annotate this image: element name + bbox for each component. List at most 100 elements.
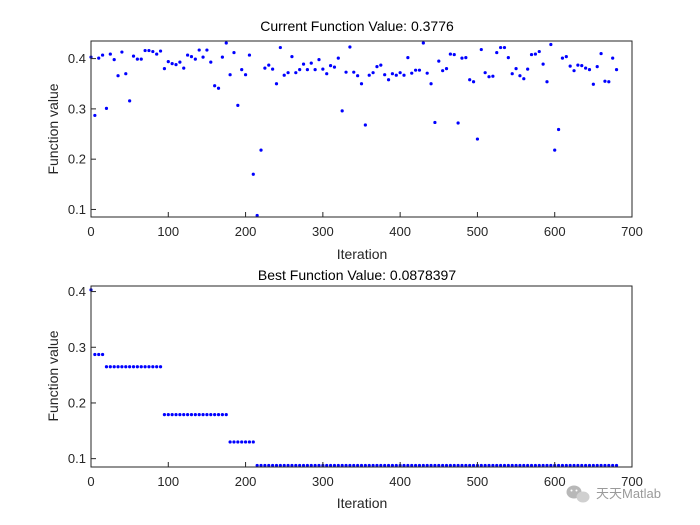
data-point [580,463,584,468]
data-point [537,463,541,468]
data-point [216,413,221,417]
data-point [464,463,468,468]
best-value-plot: Best Function Value: 0.0878397 0 100 200 30… [45,267,643,511]
data-point [491,463,495,468]
data-point [452,463,456,468]
data-point [479,463,483,468]
data-point [479,47,483,52]
data-point [178,413,182,417]
data-point [131,54,136,58]
data-point [414,463,418,468]
data-point [390,72,395,76]
data-point [267,463,271,468]
data-point [383,73,387,77]
data-point [286,463,290,468]
data-point [363,463,367,468]
data-point [448,463,452,468]
data-point [611,463,615,468]
data-point [100,53,105,57]
data-point [267,63,271,67]
data-point [112,365,116,369]
data-point [599,51,603,56]
data-point [155,52,159,56]
data-point [386,78,391,82]
data-point [158,365,163,369]
x-tick-label: 700 [621,224,643,239]
data-point [603,79,607,83]
data-point [301,62,306,66]
data-point [367,73,371,77]
data-point [282,463,286,468]
data-point [178,60,182,64]
data-point [425,463,429,468]
data-point [545,463,549,468]
data-point [356,463,360,468]
series-markers [89,41,619,218]
data-point [541,463,545,468]
data-point [162,413,167,417]
data-point [209,60,213,64]
data-point [587,68,592,72]
data-point [236,103,240,107]
axes-box [90,285,633,468]
data-point [352,463,356,468]
data-point [201,55,205,59]
data-point [112,58,116,62]
data-point [356,74,360,78]
data-point [298,68,302,72]
x-tick-label: 400 [389,474,411,489]
data-point [224,413,228,417]
data-point [120,50,124,54]
data-point [301,463,306,468]
data-point [271,67,275,71]
data-point [100,352,105,357]
data-point [182,66,186,70]
data-point [344,463,348,468]
data-point [182,413,186,417]
data-point [491,74,495,78]
data-point [104,365,109,369]
data-point [143,48,147,53]
data-point [317,463,321,468]
data-point [213,413,217,417]
data-point [143,365,147,369]
data-point [158,49,163,53]
data-point [514,463,518,468]
data-point [379,63,383,67]
data-point [529,52,534,57]
data-point [444,67,449,71]
data-point [116,74,120,78]
data-point [336,56,340,60]
data-point [371,463,375,468]
data-point [247,440,252,444]
data-point [259,463,263,468]
data-point [417,463,422,468]
data-point [336,463,340,468]
data-point [189,54,194,59]
data-point [576,463,580,468]
data-point [383,463,387,468]
data-point [186,413,190,417]
data-point [533,463,537,468]
data-point [243,440,248,444]
data-point [321,67,325,71]
data-point [340,109,344,113]
data-point [611,56,615,60]
data-point [541,62,545,66]
data-point [502,45,507,50]
data-point [510,72,514,76]
data-point [147,365,151,369]
data-point [468,463,472,468]
data-point [603,463,607,468]
data-point [417,68,422,72]
data-point [317,58,321,62]
data-point [456,121,460,125]
data-point [139,365,143,369]
data-point [495,50,499,55]
y-axis-ticks: 0.1 0.2 0.3 0.4 [68,51,96,217]
data-point [607,463,611,468]
data-point [460,56,464,60]
data-point [294,463,298,468]
data-point [371,71,375,75]
data-point [255,463,259,468]
